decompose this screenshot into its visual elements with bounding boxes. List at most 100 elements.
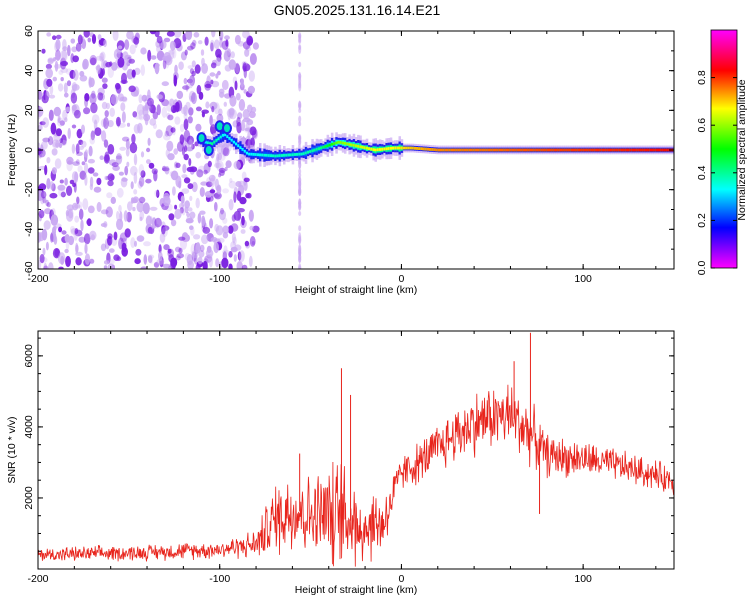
noise-cell (191, 181, 198, 193)
noise-cell (123, 210, 128, 222)
noise-cell (78, 201, 83, 210)
noise-cell (229, 95, 237, 107)
noise-cell (211, 31, 216, 38)
noise-cell (242, 109, 250, 120)
noise-cell (133, 37, 140, 45)
ridge-core (518, 148, 521, 152)
noise-cell (224, 48, 231, 56)
noise-cell (39, 121, 46, 126)
ridge-core (579, 148, 582, 152)
noise-cell (169, 40, 176, 51)
noise-cell (156, 35, 163, 44)
noise-cell (210, 62, 217, 69)
noise-cell (210, 42, 214, 52)
noise-cell (51, 167, 58, 175)
noise-cell (46, 157, 51, 164)
y-tick-label: 2000 (23, 486, 35, 510)
noise-cell (60, 191, 66, 198)
noise-cell (246, 119, 254, 126)
noise-cell (222, 225, 229, 234)
noise-cell (195, 106, 202, 112)
noise-cell (92, 172, 99, 177)
noise-cell (149, 206, 158, 211)
noise-cell (201, 111, 205, 118)
colorbar-tick-label: 0.6 (696, 118, 708, 133)
y-tick-label: 60 (23, 25, 35, 37)
ridge-core (616, 148, 620, 152)
ridge-core (664, 148, 668, 152)
noise-cell (77, 165, 83, 173)
noise-cell (103, 265, 108, 269)
noise-cell (244, 48, 250, 57)
noise-cell (38, 147, 42, 155)
noise-cell (183, 112, 188, 120)
noise-cell (138, 196, 146, 204)
noise-cell (233, 191, 237, 204)
ridge-core (230, 138, 234, 142)
noise-cell (154, 31, 160, 38)
noise-cell (66, 80, 72, 87)
ridge-core (269, 154, 273, 157)
noise-cell (149, 31, 156, 35)
noise-cell (230, 223, 239, 232)
ridge-core (620, 148, 624, 152)
ridge-core (472, 148, 476, 152)
noise-cell (101, 77, 108, 83)
ridge-core (647, 148, 650, 152)
noise-cell (215, 156, 220, 169)
noise-cell (298, 202, 302, 211)
noise-cell (72, 69, 79, 81)
ridge-core (568, 148, 572, 152)
noise-cell (172, 48, 177, 59)
noise-cell (222, 251, 227, 262)
ridge-core (396, 146, 399, 150)
noise-cell (57, 184, 66, 191)
noise-cell (140, 170, 146, 178)
noise-cell (43, 262, 48, 269)
noise-cell (74, 215, 80, 223)
noise-cell (120, 102, 126, 112)
noise-cell (178, 61, 184, 70)
noise-cell (220, 207, 224, 215)
noise-cell (241, 119, 245, 132)
ridge-core (226, 135, 229, 138)
ridge-core (309, 150, 312, 153)
ridge-core (344, 142, 347, 145)
ridge-core (538, 148, 541, 152)
noise-cell (248, 255, 253, 267)
ridge-core (634, 148, 637, 152)
ridge-core (577, 148, 580, 152)
noise-cell (47, 58, 54, 64)
noise-cell (194, 64, 201, 74)
noise-cell (180, 199, 185, 207)
noise-cell (164, 165, 170, 175)
ridge-core (597, 148, 600, 152)
noise-cell (248, 209, 254, 222)
noise-cell (191, 250, 199, 259)
ridge-core (588, 148, 591, 152)
ridge-core (516, 148, 519, 152)
noise-cell (89, 93, 97, 105)
noise-cell (140, 266, 148, 269)
noise-cell (109, 107, 115, 118)
noise-cell (38, 183, 47, 191)
ridge-core (374, 148, 377, 152)
noise-cell (42, 117, 49, 128)
noise-cell (79, 75, 88, 82)
noise-cell (156, 94, 163, 100)
noise-cell (100, 223, 107, 227)
noise-cell (108, 248, 115, 253)
noise-cell (169, 171, 174, 177)
noise-cell (125, 138, 130, 150)
ridge-core (594, 148, 598, 152)
noise-cell (143, 241, 151, 247)
noise-cell (71, 124, 77, 129)
noise-cell (153, 262, 160, 268)
ridge-core (274, 154, 277, 158)
noise-cell (77, 34, 83, 45)
ridge-core (649, 148, 652, 152)
noise-cell (189, 225, 194, 230)
noise-cell (54, 64, 62, 69)
ridge-core (479, 148, 482, 152)
noise-cell (91, 114, 100, 125)
